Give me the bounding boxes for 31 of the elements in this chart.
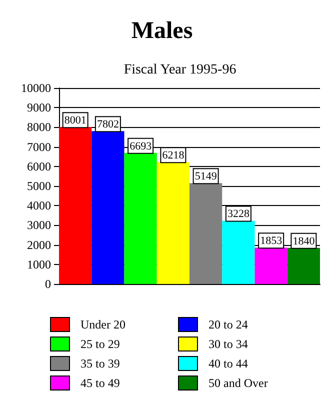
chart-subtitle: Fiscal Year 1995-96 (124, 62, 236, 78)
y-tick-label: 4000 (27, 198, 51, 213)
legend-label: 30 to 34 (208, 337, 248, 351)
legend-label: 20 to 24 (208, 318, 248, 332)
y-tick-label: 10000 (21, 81, 51, 95)
data-label: 3228 (227, 208, 250, 220)
data-label: 1853 (260, 235, 283, 248)
y-tick-label: 0 (45, 277, 51, 291)
y-tick-label: 9000 (27, 100, 51, 115)
legend-label: 50 and Over (208, 376, 268, 390)
y-tick-label: 2000 (27, 238, 51, 252)
legend-label: 35 to 39 (80, 356, 120, 370)
data-label: 8001 (64, 114, 86, 127)
y-tick-label: 3000 (27, 218, 51, 232)
y-tick-label: 7000 (27, 140, 51, 154)
bar (156, 162, 190, 284)
legend-label: 45 to 49 (80, 376, 120, 390)
y-tick-label: 5000 (27, 179, 51, 193)
chart-title: Males (131, 18, 193, 44)
y-tick-label: 1000 (27, 257, 51, 272)
data-label: 5149 (194, 170, 218, 183)
bar (222, 220, 255, 284)
data-label: 7802 (96, 118, 119, 131)
y-tick-label: 6000 (27, 159, 51, 174)
legend-label: 25 to 29 (80, 337, 120, 351)
data-label: 1840 (292, 235, 316, 248)
y-tick-label: 8000 (27, 120, 51, 134)
data-label: 6693 (130, 140, 152, 152)
data-label: 6218 (162, 150, 185, 162)
legend-label: 40 to 44 (208, 356, 248, 370)
legend-label: Under 20 (80, 318, 126, 332)
